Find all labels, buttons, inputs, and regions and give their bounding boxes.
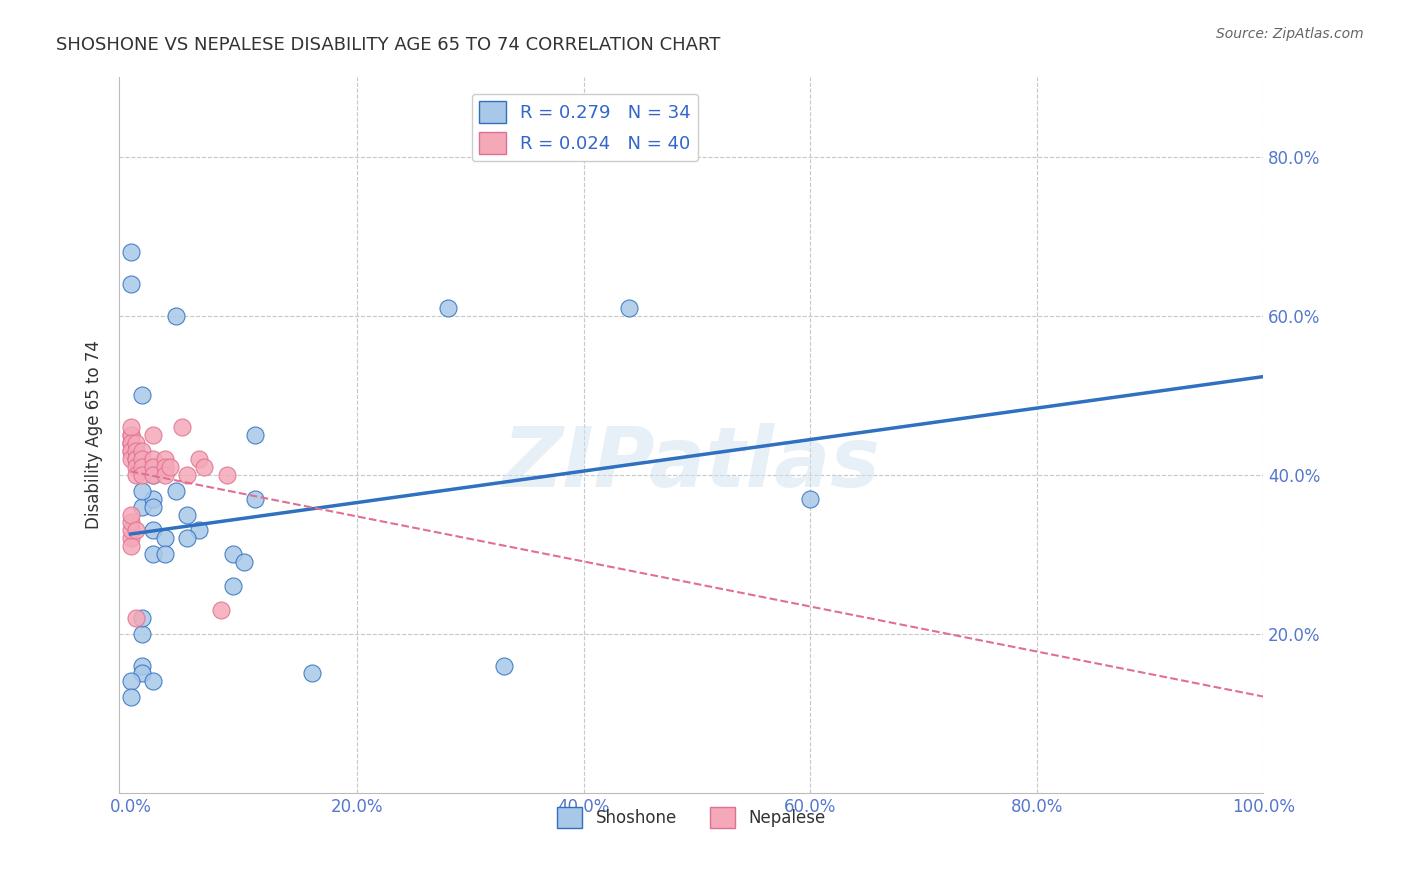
- Point: [120, 444, 142, 458]
- Point: [131, 626, 153, 640]
- Point: [131, 388, 153, 402]
- Point: [120, 428, 142, 442]
- Point: [176, 532, 198, 546]
- Point: [209, 603, 232, 617]
- Point: [494, 658, 516, 673]
- Point: [120, 428, 142, 442]
- Point: [131, 611, 153, 625]
- Point: [125, 459, 148, 474]
- Point: [245, 491, 267, 506]
- Point: [221, 547, 243, 561]
- Point: [125, 611, 148, 625]
- Point: [142, 524, 165, 538]
- Point: [125, 467, 148, 482]
- Point: [245, 428, 267, 442]
- Point: [153, 532, 176, 546]
- Point: [142, 467, 165, 482]
- Legend: Shoshone, Nepalese: Shoshone, Nepalese: [550, 801, 832, 834]
- Point: [120, 674, 142, 689]
- Point: [153, 459, 176, 474]
- Point: [142, 674, 165, 689]
- Point: [436, 301, 458, 315]
- Point: [142, 547, 165, 561]
- Point: [131, 483, 153, 498]
- Point: [142, 451, 165, 466]
- Point: [120, 690, 142, 705]
- Point: [159, 459, 181, 474]
- Point: [120, 436, 142, 450]
- Point: [193, 459, 215, 474]
- Point: [215, 467, 238, 482]
- Point: [617, 301, 640, 315]
- Point: [232, 555, 254, 569]
- Point: [187, 524, 209, 538]
- Point: [125, 524, 148, 538]
- Point: [170, 420, 193, 434]
- Point: [799, 491, 821, 506]
- Point: [153, 467, 176, 482]
- Point: [120, 436, 142, 450]
- Point: [120, 245, 142, 260]
- Point: [125, 451, 148, 466]
- Point: [142, 459, 165, 474]
- Point: [131, 666, 153, 681]
- Point: [131, 451, 153, 466]
- Point: [142, 467, 165, 482]
- Point: [131, 500, 153, 514]
- Point: [125, 436, 148, 450]
- Point: [120, 516, 142, 530]
- Point: [131, 459, 153, 474]
- Point: [142, 428, 165, 442]
- Point: [153, 451, 176, 466]
- Point: [120, 524, 142, 538]
- Text: ZIPatlas: ZIPatlas: [502, 423, 880, 504]
- Y-axis label: Disability Age 65 to 74: Disability Age 65 to 74: [86, 341, 103, 530]
- Point: [120, 277, 142, 291]
- Point: [142, 491, 165, 506]
- Text: Source: ZipAtlas.com: Source: ZipAtlas.com: [1216, 27, 1364, 41]
- Point: [221, 579, 243, 593]
- Point: [187, 451, 209, 466]
- Point: [142, 500, 165, 514]
- Point: [120, 451, 142, 466]
- Point: [120, 420, 142, 434]
- Point: [165, 309, 187, 323]
- Point: [120, 436, 142, 450]
- Point: [120, 539, 142, 553]
- Point: [125, 444, 148, 458]
- Text: SHOSHONE VS NEPALESE DISABILITY AGE 65 TO 74 CORRELATION CHART: SHOSHONE VS NEPALESE DISABILITY AGE 65 T…: [56, 36, 721, 54]
- Point: [120, 444, 142, 458]
- Point: [153, 547, 176, 561]
- Point: [125, 451, 148, 466]
- Point: [165, 483, 187, 498]
- Point: [131, 658, 153, 673]
- Point: [176, 508, 198, 522]
- Point: [120, 532, 142, 546]
- Point: [131, 467, 153, 482]
- Point: [301, 666, 323, 681]
- Point: [120, 508, 142, 522]
- Point: [131, 444, 153, 458]
- Point: [176, 467, 198, 482]
